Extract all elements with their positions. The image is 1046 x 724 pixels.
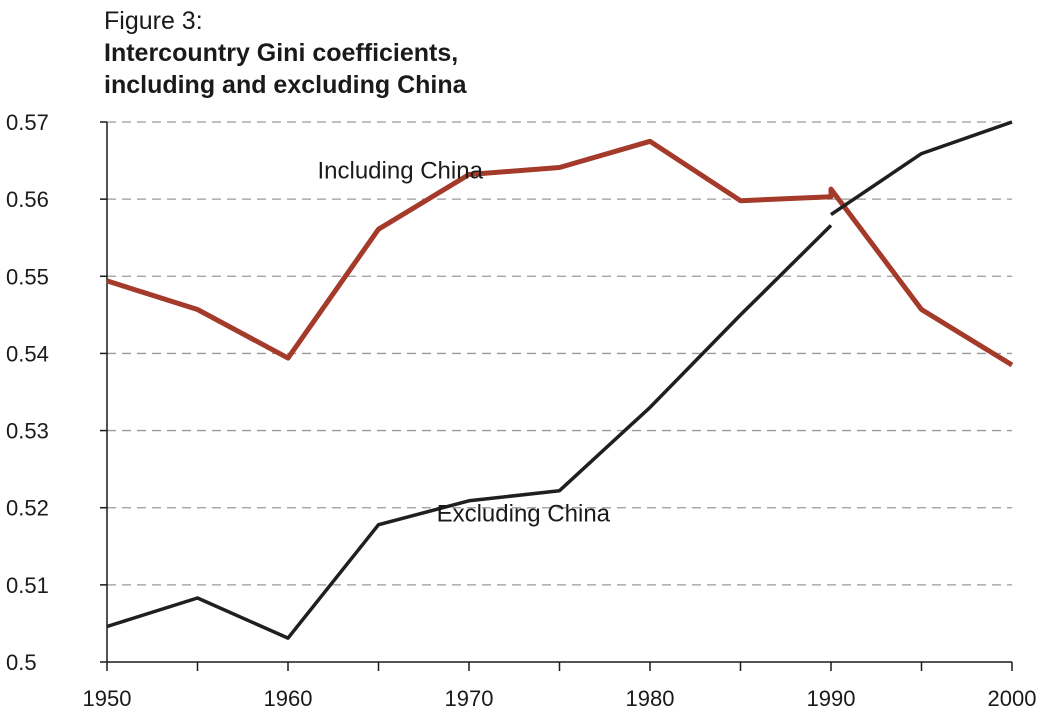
- x-tick-label-5: 2000: [988, 686, 1037, 711]
- y-tick-label-5: 0.55: [6, 264, 49, 289]
- annotation-excluding-china: Excluding China: [437, 501, 611, 528]
- series-group: [106, 120, 1014, 640]
- x-tick-label-2: 1970: [445, 686, 494, 711]
- y-tick-label-1: 0.51: [6, 573, 49, 598]
- y-tick-label-0: 0.5: [6, 650, 37, 675]
- x-tick-label-4: 1990: [807, 686, 856, 711]
- series-line-1-0: [106, 224, 833, 640]
- y-tick-label-4: 0.54: [6, 341, 49, 366]
- series-including-china: [106, 138, 1014, 368]
- x-tick-label-1: 1960: [264, 686, 313, 711]
- chart-title-line-1: Intercountry Gini coefficients,: [104, 39, 459, 67]
- series-excluding-china: [106, 120, 1013, 640]
- series-line-0-0: [106, 138, 1014, 368]
- x-tick-label-0: 1950: [83, 686, 132, 711]
- y-tick-label-2: 0.52: [6, 496, 49, 521]
- axes: [100, 121, 1013, 671]
- chart-title: Intercountry Gini coefficients, includin…: [104, 37, 467, 101]
- figure-label: Figure 3:: [104, 7, 203, 35]
- tick-labels: 0.5 0.51 0.52 0.53 0.54 0.55 0.56 0.57 1950 1960 1…: [6, 110, 1036, 711]
- annotation-including-china: Including China: [317, 157, 483, 184]
- chart-title-line-2: including and excluding China: [104, 71, 467, 99]
- x-tick-label-3: 1980: [626, 686, 675, 711]
- y-tick-label-7: 0.57: [6, 110, 49, 135]
- gridlines: [107, 121, 1012, 586]
- y-tick-label-6: 0.56: [6, 187, 49, 212]
- y-tick-label-3: 0.53: [6, 419, 49, 444]
- series-line-1-1: [830, 120, 1013, 217]
- annotations: Including China Excluding China: [317, 157, 610, 527]
